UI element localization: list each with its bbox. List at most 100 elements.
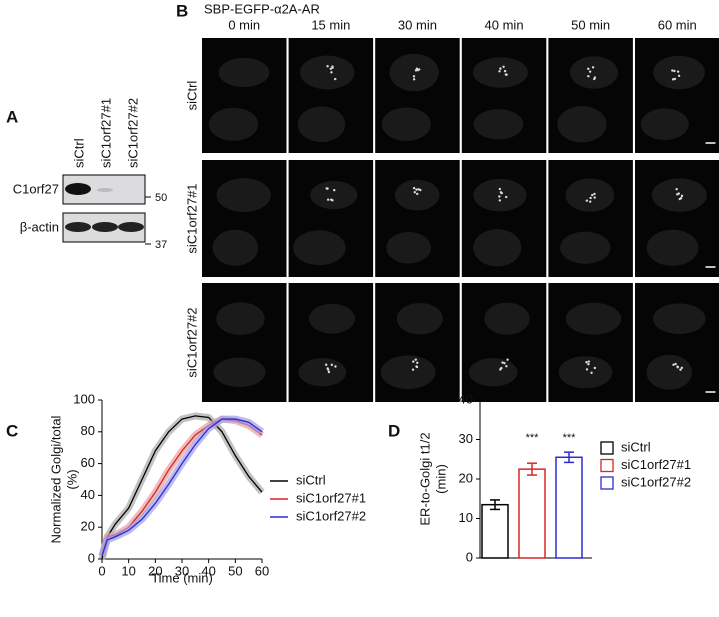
lane-label: siCtrl — [71, 138, 86, 168]
micrograph — [202, 283, 287, 402]
panel-letter: C — [6, 421, 18, 440]
x-tick-label: 50 — [228, 563, 242, 578]
x-axis-label: Time (min) — [151, 570, 213, 585]
micrograph — [375, 38, 460, 153]
cell — [651, 178, 707, 212]
y-tick-label: 80 — [81, 423, 95, 438]
cell — [212, 229, 259, 266]
y-tick-label: 0 — [88, 550, 95, 565]
micrograph — [375, 160, 460, 277]
marker-label: 37 — [155, 239, 167, 251]
micrograph — [288, 38, 374, 153]
panel-letter: B — [176, 1, 188, 20]
golgi — [587, 75, 590, 78]
golgi — [672, 363, 675, 366]
golgi — [677, 74, 681, 78]
cell — [473, 109, 524, 140]
legend-label: siC1orf27#1 — [621, 457, 691, 472]
cell — [218, 57, 270, 88]
row-label: siC1orf27#2 — [184, 307, 199, 377]
x-tick-label: 10 — [121, 563, 135, 578]
golgi — [676, 193, 679, 196]
golgi — [326, 65, 329, 68]
cell — [646, 354, 693, 390]
golgi — [504, 73, 508, 76]
x-tick-label: 40 — [201, 563, 215, 578]
y-axis-label: (%) — [64, 469, 79, 489]
cell — [299, 55, 355, 90]
cell — [208, 107, 259, 141]
golgi — [499, 67, 502, 70]
golgi — [676, 70, 680, 73]
micrograph — [635, 38, 719, 153]
golgi — [680, 366, 684, 370]
cell — [309, 303, 356, 334]
y-axis-label: Normalized Golgi/total — [48, 415, 63, 543]
micrograph — [461, 38, 547, 153]
error-band — [98, 412, 265, 560]
legend-label: siC1orf27#2 — [621, 474, 691, 489]
golgi — [505, 364, 508, 368]
legend-label: siCtrl — [621, 439, 651, 454]
bar — [518, 468, 546, 559]
error-band — [98, 415, 265, 557]
x-tick-label: 0 — [98, 563, 105, 578]
cell — [386, 231, 432, 264]
golgi — [680, 194, 684, 198]
blot-label: β-actin — [20, 219, 59, 234]
cell — [310, 180, 358, 210]
marker-label: 50 — [155, 192, 167, 204]
legend-label: siC1orf27#2 — [296, 508, 366, 523]
cell — [389, 53, 439, 92]
cell — [646, 229, 699, 266]
golgi — [500, 366, 503, 370]
micrograph — [635, 283, 719, 402]
panel-letter: A — [6, 107, 18, 126]
cell — [381, 107, 431, 142]
series-line — [101, 415, 263, 560]
cell — [484, 302, 530, 335]
golgi — [505, 195, 508, 199]
golgi — [498, 195, 501, 198]
golgi — [503, 362, 506, 365]
golgi — [498, 70, 501, 73]
series-line — [101, 418, 263, 557]
legend-swatch — [600, 441, 614, 455]
micrograph — [461, 160, 547, 277]
golgi — [412, 78, 416, 81]
cell — [653, 55, 705, 90]
cell — [557, 106, 607, 143]
legend-label: siC1orf27#1 — [296, 490, 366, 505]
golgi — [671, 78, 675, 81]
significance: *** — [563, 432, 577, 444]
legend-swatch — [600, 476, 614, 490]
golgi — [587, 67, 590, 71]
golgi — [587, 360, 591, 363]
cell — [298, 358, 347, 387]
y-axis-label: (min) — [433, 464, 448, 494]
golgi — [414, 69, 418, 72]
y-axis-label: ER-to-Golgi t1/2 — [417, 432, 432, 525]
cell — [570, 56, 619, 89]
golgi — [416, 68, 420, 72]
time-label: 0 min — [228, 17, 260, 32]
golgi — [588, 70, 592, 73]
golgi — [673, 69, 676, 73]
golgi — [593, 192, 596, 196]
blot-label: C1orf27 — [13, 181, 59, 196]
golgi — [417, 188, 420, 191]
golgi — [330, 363, 334, 367]
y-tick-label: 0 — [466, 549, 473, 564]
micrograph — [288, 283, 374, 402]
micrograph — [202, 160, 287, 277]
golgi — [674, 362, 677, 366]
bar — [555, 456, 583, 559]
x-tick-label: 60 — [255, 563, 269, 578]
y-tick-label: 20 — [459, 470, 473, 485]
cell — [396, 302, 443, 335]
lane-label: siC1orf27#1 — [98, 98, 113, 168]
bar — [481, 503, 509, 559]
golgi — [331, 66, 334, 69]
legend-swatch — [600, 458, 614, 473]
